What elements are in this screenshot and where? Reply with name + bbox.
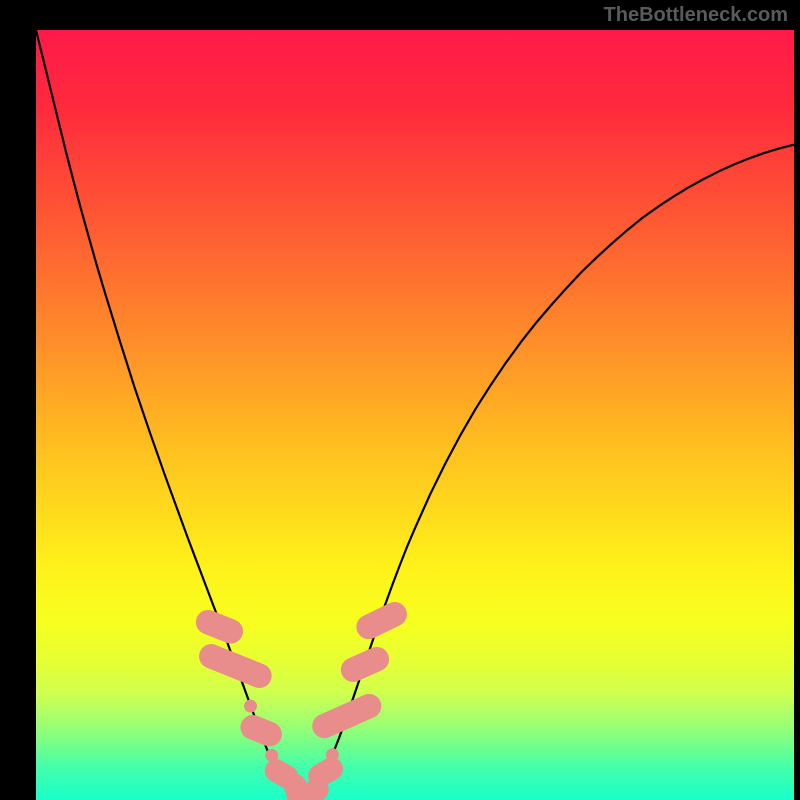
bottleneck-chart [0, 0, 800, 800]
marker-dot [326, 748, 339, 761]
marker-dot [244, 700, 257, 713]
watermark-text: TheBottleneck.com [604, 4, 788, 27]
chart-container: TheBottleneck.com [0, 0, 800, 800]
plot-background [36, 30, 794, 800]
